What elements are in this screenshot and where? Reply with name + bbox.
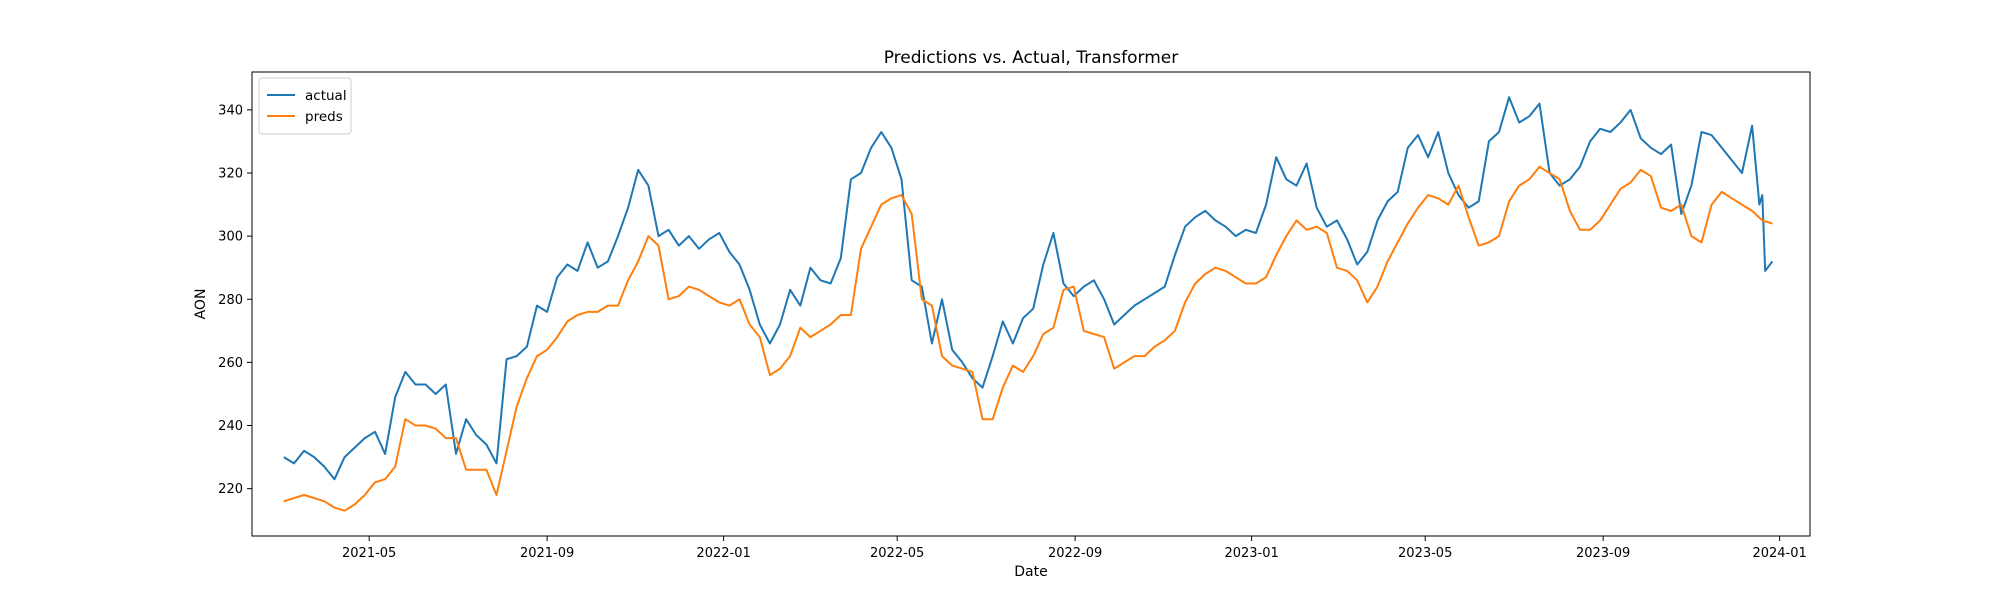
- x-tick-label: 2023-01: [1224, 546, 1278, 561]
- legend: actual preds: [258, 77, 352, 135]
- legend-label-actual: actual: [305, 88, 347, 104]
- y-axis-label: AON: [193, 289, 209, 320]
- series-line-actual: [283, 96, 1774, 481]
- x-axis: 2021-05 2021-09 2022-01 2022-05 2022-09 2023-…: [342, 536, 1807, 561]
- y-tick-label: 220: [218, 482, 243, 497]
- y-axis: 220 240 260 280 300 320 340: [218, 103, 252, 497]
- legend-label-preds: preds: [305, 109, 343, 125]
- y-tick-label: 280: [218, 293, 243, 308]
- x-tick-label: 2024-01: [1752, 546, 1806, 561]
- y-tick-label: 260: [218, 356, 243, 371]
- series-layer: [283, 96, 1774, 512]
- x-tick-label: 2022-09: [1048, 546, 1102, 561]
- chart-title: Predictions vs. Actual, Transformer: [884, 48, 1179, 68]
- y-tick-label: 240: [218, 419, 243, 434]
- x-tick-label: 2022-05: [870, 546, 924, 561]
- series-line-preds: [283, 165, 1773, 512]
- plot-frame: [251, 71, 1811, 537]
- legend-box: [258, 77, 352, 135]
- x-tick-label: 2023-05: [1398, 546, 1452, 561]
- y-tick-label: 300: [218, 230, 243, 245]
- x-tick-label: 2023-09: [1576, 546, 1630, 561]
- x-tick-label: 2022-01: [696, 546, 750, 561]
- y-tick-label: 320: [218, 167, 243, 182]
- x-tick-label: 2021-09: [520, 546, 574, 561]
- x-tick-label: 2021-05: [342, 546, 396, 561]
- y-tick-label: 340: [218, 103, 243, 118]
- x-axis-label: Date: [1014, 564, 1047, 580]
